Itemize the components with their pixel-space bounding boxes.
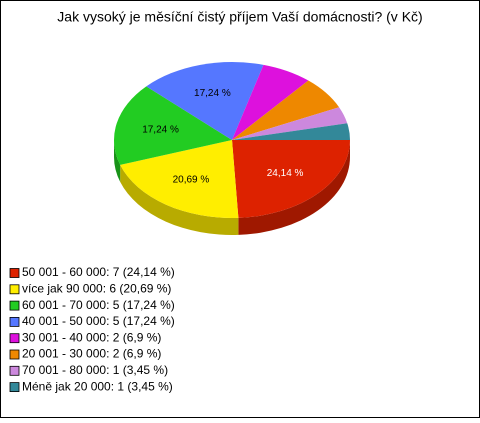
legend-label: 60 001 - 70 000: 5 (17,24 %) bbox=[22, 298, 175, 312]
slice bbox=[120, 140, 239, 218]
data-label: 24,14 % bbox=[267, 168, 304, 179]
legend-swatch bbox=[9, 333, 20, 344]
chart-title: Jak vysoký je měsíční čistý příjem Vaší … bbox=[57, 9, 422, 25]
legend-label: Méně jak 20 000: 1 (3,45 %) bbox=[22, 379, 173, 393]
slice bbox=[232, 64, 309, 140]
data-label: 20,69 % bbox=[173, 175, 210, 186]
legend-swatch bbox=[9, 284, 20, 295]
legend-label: 40 001 - 50 000: 5 (17,24 %) bbox=[22, 314, 175, 328]
legend-swatch bbox=[9, 382, 20, 393]
legend-label: 30 001 - 40 000: 2 (6,9 %) bbox=[22, 330, 161, 344]
legend-swatch bbox=[9, 316, 20, 327]
legend-swatch bbox=[9, 300, 20, 311]
slice-side bbox=[120, 164, 239, 235]
data-label: 17,24 % bbox=[194, 88, 231, 99]
legend-label: více jak 90 000: 6 (20,69 %) bbox=[22, 281, 171, 295]
slice bbox=[232, 123, 350, 140]
legend-label: 20 001 - 30 000: 2 (6,9 %) bbox=[22, 347, 161, 361]
slice bbox=[113, 86, 232, 165]
slice bbox=[232, 140, 350, 218]
legend-label: 70 001 - 80 000: 1 (3,45 %) bbox=[22, 363, 168, 377]
data-label: 17,24 % bbox=[142, 124, 179, 135]
slice bbox=[146, 62, 264, 141]
slice-side bbox=[238, 140, 350, 235]
legend-swatch bbox=[9, 268, 20, 278]
slice bbox=[232, 107, 348, 140]
legend-swatch bbox=[9, 365, 20, 376]
legend-label: 50 001 - 60 000: 7 (24,14 %) bbox=[22, 265, 175, 279]
legend-swatch bbox=[9, 349, 20, 360]
slice bbox=[232, 80, 340, 140]
slice-side bbox=[114, 140, 121, 182]
